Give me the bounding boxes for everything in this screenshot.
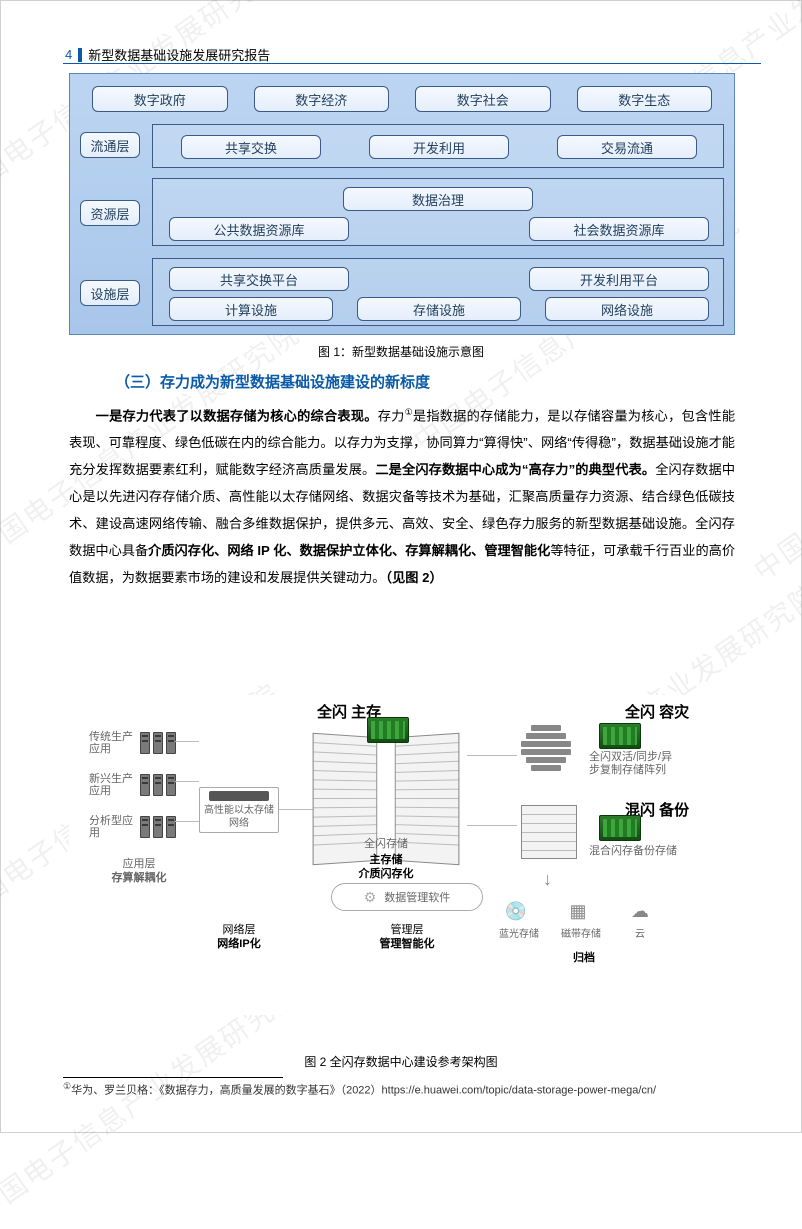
network-box: 高性能以太存储 网络 (199, 787, 279, 833)
flash-card-icon (599, 723, 641, 749)
server-icon (140, 816, 150, 838)
watermark: 中国电子信息产业发展研究院 (745, 333, 802, 589)
archive-row: 💿 蓝光存储 ▦ 磁带存储 ☁ 云 (499, 897, 657, 940)
bold-lead-2: 二是全闪存数据中心成为“高存力”的典型代表。 (375, 462, 655, 477)
app-row: 传统生产应用 (89, 731, 189, 755)
server-icon (140, 732, 150, 754)
server-icon (153, 774, 163, 796)
figure-2-caption: 图 2 全闪存数据中心建设参考架构图 (1, 1053, 801, 1070)
server-icon (166, 816, 176, 838)
chip-app: 数字政府 (92, 86, 228, 112)
server-icon (153, 732, 163, 754)
arrow-down-icon: ↓ (543, 869, 552, 890)
header-rule (63, 63, 761, 64)
chip-app: 数字经济 (254, 86, 390, 112)
backup-tower-icon (521, 805, 577, 859)
archive-label: 归档 (573, 952, 595, 964)
net-foot-1: 网络层 (199, 923, 279, 937)
figure-1: 数字政府 数字经济 数字社会 数字生态 流通层 共享交换 开发利用 交易流通 资… (69, 73, 735, 335)
mgmt-box: ⚙ 数据管理软件 (331, 883, 483, 911)
bold-features: 介质闪存化、网络 IP 化、数据保护立体化、存算解耦化、管理智能化 (148, 543, 550, 558)
figure-2: 全闪 主存 全闪 容灾 混闪 备份 传统生产应用 新兴生产应用 分析型应用 应用… (69, 695, 735, 1015)
apps-foot-2: 存算解耦化 (112, 872, 167, 884)
netbox-label: 高性能以太存储 网络 (204, 804, 274, 830)
app-label: 传统生产应用 (89, 731, 137, 755)
footnote-rule (63, 1077, 283, 1078)
layer-box-res: 数据治理 公共数据资源库 社会数据资源库 (152, 178, 724, 246)
body-text: 一是存力代表了以数据存储为核心的综合表现。存力①是指数据的存储能力，是以存储容量… (69, 399, 735, 591)
connector-line (175, 781, 199, 782)
connector-line (467, 755, 517, 756)
connector-line (175, 741, 199, 742)
center-label-1: 全闪存储 (341, 835, 431, 851)
chip-res-right: 社会数据资源库 (529, 217, 709, 241)
optical-icon: 💿 (499, 897, 533, 925)
arch-item: 蓝光存储 (499, 925, 539, 940)
mgmt-footer: 管理层 管理智能化 (331, 923, 483, 951)
app-label: 分析型应用 (89, 815, 137, 839)
flash-card-icon (599, 815, 641, 841)
chip-infra: 计算设施 (169, 297, 333, 321)
chip-infra: 存储设施 (357, 297, 521, 321)
chip-res-left: 公共数据资源库 (169, 217, 349, 241)
footnote-marker: ① (63, 1081, 71, 1091)
connector-line (175, 821, 199, 822)
server-icon (166, 774, 176, 796)
chip-flow: 交易流通 (557, 135, 697, 159)
chip-flow: 开发利用 (369, 135, 509, 159)
bold-lead-1: 一是存力代表了以数据存储为核心的综合表现。 (95, 408, 377, 423)
bold-seefig: （见图 2） (386, 570, 443, 585)
app-row: 分析型应用 (89, 815, 189, 839)
page-number: 4 (65, 47, 72, 62)
net-foot-2: 网络IP化 (217, 938, 260, 950)
header-title: 新型数据基础设施发展研究报告 (88, 45, 270, 64)
layer-box-infra: 共享交换平台 开发利用平台 计算设施 存储设施 网络设施 (152, 258, 724, 326)
figure-1-caption: 图 1：新型数据基础设施示意图 (1, 343, 801, 360)
app-row: 新兴生产应用 (89, 773, 189, 797)
mgmt-foot-2: 管理智能化 (380, 938, 435, 950)
section-heading: （三）存力成为新型数据基础设施建设的新标度 (115, 371, 430, 392)
layer-label-infra: 设施层 (80, 280, 140, 306)
sup-marker: ① (405, 407, 413, 417)
layer-label-res: 资源层 (80, 200, 140, 226)
app-label: 新兴生产应用 (89, 773, 137, 797)
center-label-3: 介质闪存化 (359, 868, 414, 880)
switch-icon (209, 791, 269, 801)
dr-label: 全闪双活/同步/异 步复制存储阵列 (589, 751, 699, 777)
chip-infra: 网络设施 (545, 297, 709, 321)
fig2-title-dr: 全闪 容灾 (625, 701, 689, 722)
bk-label: 混合闪存备份存储 (589, 845, 699, 858)
chip-app: 数字社会 (415, 86, 551, 112)
arch-item: 云 (623, 925, 657, 940)
tape-icon: ▦ (561, 897, 595, 925)
layer-label-flow: 流通层 (80, 132, 140, 158)
footnote-text: 华为、罗兰贝格：《数据存力，高质量发展的数字基石》（2022）https://e… (71, 1085, 656, 1097)
arch-item: 磁带存储 (561, 925, 601, 940)
mgmt-foot-1: 管理层 (331, 923, 483, 937)
header-bar-icon (78, 48, 82, 62)
apps-foot-1: 应用层 (89, 857, 189, 871)
chip-infra: 共享交换平台 (169, 267, 349, 291)
dr-tower-icon (521, 725, 571, 773)
cloud-icon: ☁ (623, 897, 657, 925)
connector-line (279, 809, 313, 810)
server-icon (166, 732, 176, 754)
apps-column: 传统生产应用 新兴生产应用 分析型应用 应用层 存算解耦化 (89, 731, 189, 885)
net-footer: 网络层 网络IP化 (199, 923, 279, 951)
server-icon (140, 774, 150, 796)
footnote: ①华为、罗兰贝格：《数据存力，高质量发展的数字基石》（2022）https://… (63, 1081, 656, 1098)
chip-infra: 开发利用平台 (529, 267, 709, 291)
server-icon (153, 816, 163, 838)
connector-line (467, 825, 517, 826)
layer-box-flow: 共享交换 开发利用 交易流通 (152, 124, 724, 168)
flash-card-icon (367, 717, 409, 743)
body-span: 存力 (378, 408, 405, 423)
chip-res-top: 数据治理 (343, 187, 533, 211)
page-header: 4 新型数据基础设施发展研究报告 (65, 45, 270, 64)
chip-app: 数字生态 (577, 86, 713, 112)
gear-icon: ⚙ (364, 889, 377, 906)
mgmt-label: 数据管理软件 (384, 889, 450, 905)
chip-flow: 共享交换 (181, 135, 321, 159)
